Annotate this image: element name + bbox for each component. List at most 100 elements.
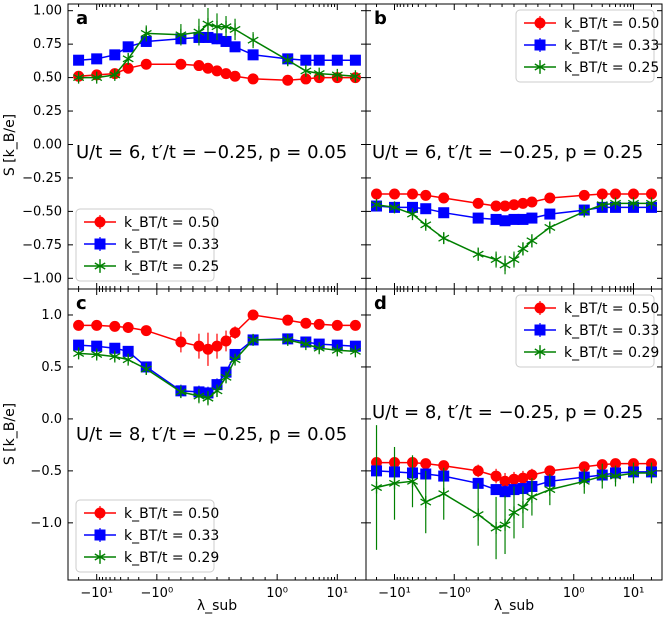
panel-b-series-2-point (490, 253, 502, 266)
panel-a-legend-marker (94, 216, 106, 228)
panel-a-legend (75, 208, 215, 282)
panel-b-series-1-point (438, 207, 450, 219)
panel-c-xtick-label: −10¹ (80, 586, 113, 601)
panel-d-xlabel: λ_sub (494, 598, 534, 614)
panel-a-series-2-point (193, 26, 205, 39)
panel-d-xtick-label: 10¹ (623, 586, 645, 601)
panel-c-series-0-point (220, 335, 232, 347)
panel-a-series-2-point (122, 52, 134, 65)
panel-a-ytick-label: −1.00 (22, 271, 62, 286)
panel-b-series-0-point (544, 192, 556, 204)
panel-a-letter: a (76, 8, 88, 29)
panel-a-series-2-point (349, 70, 361, 83)
panel-d-series-2-point (406, 475, 419, 488)
panel-d-series-0-point (508, 473, 520, 485)
panel-a-ytick-label: −0.25 (22, 171, 62, 186)
panel-c-series-2-point (229, 353, 241, 366)
panel-a-series-2-point (331, 68, 343, 81)
panel-b-series-2-point (645, 197, 658, 210)
panel-a-ytick-label: 1.00 (33, 4, 62, 19)
panel-c-ytick-label: 1.0 (41, 308, 62, 323)
panel-c-series-2-point (122, 353, 134, 366)
panel-a-series-2-point (202, 18, 214, 31)
panel-d-series-2-point (490, 522, 502, 535)
panel-c-series-0-point (193, 340, 205, 352)
panel-c-xtick-label: −10⁰ (141, 586, 174, 601)
panel-c-series-2-point (220, 371, 232, 384)
panel-c-ytick-label: −1.0 (30, 516, 62, 531)
panel-a-series-2-point (91, 71, 103, 84)
panel-d-legend (515, 294, 655, 368)
panel-a-series-0-point (140, 58, 152, 70)
panel-d-series-2-point (596, 470, 608, 483)
panel-b-series-1-point (472, 212, 484, 224)
panel-a-series-2-point (140, 27, 152, 40)
panel-c-legend-marker (94, 507, 106, 519)
panel-d-legend-label: k_BT/t = 0.33 (564, 323, 659, 339)
panel-c-series-0-point (331, 319, 343, 331)
panel-b-series-2-point (526, 234, 538, 247)
panel-a-series-1-point (349, 54, 361, 66)
panel-d-xtick-label: −10¹ (378, 586, 411, 601)
panel-a-series-2-point (73, 71, 85, 84)
panel-c-ytick-label: 0.5 (41, 360, 62, 375)
panel-c-xtick-label: 10¹ (326, 586, 348, 601)
panel-c: 1.0 0.5 0.0 −0.5 −1.0 −10¹ −10⁰ 10⁰ 10¹ c U/t = … (2, 288, 367, 614)
panel-b-legend-marker (534, 17, 546, 29)
panel-c-series-0-point (247, 309, 259, 321)
panel-a-legend-label: k_BT/t = 0.25 (124, 259, 219, 275)
panel-d-series-2-point (627, 466, 640, 479)
panel-c-series-2-point (175, 385, 187, 398)
panel-a-series-0-point (202, 62, 214, 74)
panel-b-series-2-point (388, 201, 401, 214)
panel-b-series-1-point (526, 212, 538, 224)
panel-d-legend-marker (534, 324, 546, 336)
panel-a-series-2-point (220, 20, 232, 33)
panel-c-series-2-point (349, 345, 361, 358)
panel-a-annotation: U/t = 6, t′/t = −0.25, p = 0.05 (76, 142, 347, 163)
panel-c-ytick-label: −0.5 (30, 464, 62, 479)
panel-a-series-0-point (220, 68, 232, 80)
panel-c-series-2-point (300, 338, 312, 351)
panel-b-series-2-point (517, 242, 529, 255)
panel-a-series-1-point (220, 35, 232, 47)
panel-b-series-2-point (438, 232, 450, 245)
panel-a-series-2-point (282, 54, 294, 67)
panel-b-series-2-point (406, 208, 419, 221)
panel-c-series-2-point (91, 348, 103, 361)
panel-d-series-2-point (472, 508, 484, 521)
panel-c-legend-label: k_BT/t = 0.50 (124, 506, 219, 522)
panel-a-legend-marker (94, 260, 106, 272)
panel-c-letter: c (76, 293, 87, 314)
panel-c-series-2-point (211, 384, 223, 397)
panel-c-legend-marker (94, 529, 106, 541)
panel-b-series-2-point (627, 197, 640, 210)
panel-b-legend-label: k_BT/t = 0.33 (564, 38, 659, 54)
panel-d-legend-label: k_BT/t = 0.50 (564, 301, 659, 317)
panel-b-annotation: U/t = 6, t′/t = −0.25, p = 0.25 (372, 142, 643, 163)
panel-a-series-2-point (313, 67, 325, 80)
panel-d-series-0-point (472, 465, 484, 477)
panel-c-legend-label: k_BT/t = 0.33 (124, 528, 219, 544)
panel-a-ylabel: S [k_B/e] (2, 114, 18, 176)
panel-b-series-0-point (578, 189, 590, 201)
panel-a-series-0-point (282, 74, 294, 86)
panel-d-letter: d (374, 293, 387, 314)
panel-b-series-0-point (508, 199, 520, 211)
panel-b-legend-label: k_BT/t = 0.50 (564, 16, 659, 32)
panel-b-series-0-point (517, 197, 529, 209)
panel-a-series-2-point (300, 64, 312, 77)
panel-b-series-2-point (578, 205, 590, 218)
panel-d-series-2-point (645, 466, 658, 479)
panel-b-series-2-point (596, 198, 608, 211)
panel-b-series-0-point (499, 200, 511, 212)
panel-b-legend (515, 9, 655, 83)
panel-b-series-2-point (472, 248, 484, 261)
panel-c-series-2-point (202, 392, 214, 405)
panel-a-series-0-point (193, 60, 205, 72)
panel-b-series-0-point (526, 196, 538, 208)
panel-a-series-2-point (211, 20, 223, 33)
panel-a-legend-marker (94, 238, 106, 250)
panel-c-series-2-point (313, 342, 325, 355)
panel-a-ytick-label: 0.25 (33, 104, 62, 119)
